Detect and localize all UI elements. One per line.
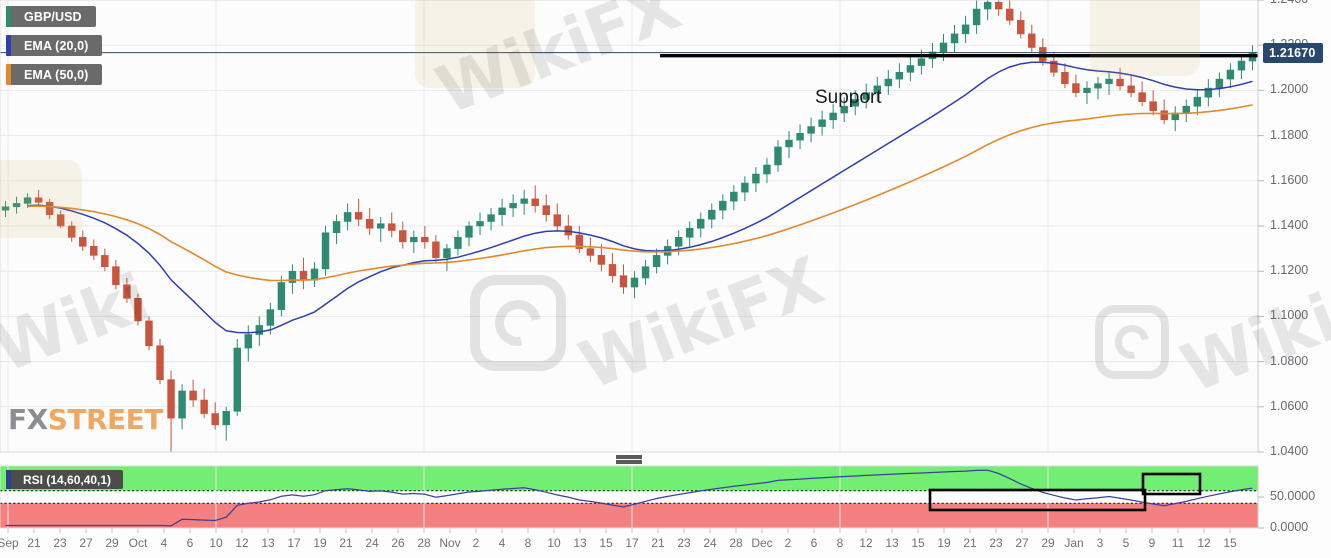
date-tick-label: 21 [339, 536, 353, 550]
date-tick-label: 29 [1041, 536, 1055, 550]
date-tick-label: 4 [498, 536, 506, 550]
price-tick-label: 1.2000 [1270, 82, 1309, 97]
price-tick-label: 1.0800 [1270, 353, 1309, 368]
rsi-color-swatch [6, 470, 11, 489]
price-tick-label: 1.0600 [1270, 398, 1309, 413]
legend-label-ema50: EMA (50,0) [24, 67, 89, 82]
date-tick-label: 23 [677, 536, 691, 550]
date-tick-label: 15 [599, 536, 613, 550]
date-tick-label: Oct [128, 536, 148, 550]
date-tick-label: 21 [651, 536, 665, 550]
date-tick-label: 17 [625, 536, 639, 550]
date-tick-label: 10 [547, 536, 561, 550]
rsi-overbought-band [0, 466, 1258, 491]
rsi-line [5, 469, 1253, 527]
ema20-color-swatch [6, 35, 11, 56]
price-tick-label: 1.0400 [1270, 444, 1309, 458]
date-tick-label: 29 [105, 536, 119, 550]
date-tick-label: 19 [313, 536, 327, 550]
price-tick-label: 1.1600 [1270, 172, 1309, 187]
date-tick-label: 21 [963, 536, 977, 550]
rsi-box-right [1141, 472, 1202, 496]
date-tick-label: 19 [937, 536, 951, 550]
rsi-oversold-band [0, 503, 1258, 528]
price-tick-label: 1.1000 [1270, 308, 1309, 323]
date-tick-label: 21 [27, 536, 41, 550]
price-tick-label: 1.1200 [1270, 263, 1309, 278]
legend-label-symbol: GBP/USD [24, 9, 82, 24]
panel-resize-handle[interactable] [616, 455, 642, 464]
date-tick-label: 17 [287, 536, 301, 550]
date-tick-label: 24 [365, 536, 379, 550]
date-axis-ticks [7, 528, 1231, 533]
date-tick-label: 2 [784, 536, 792, 550]
current-price-tag: 1.21670 [1263, 42, 1323, 63]
date-tick-label: 8 [836, 536, 844, 550]
date-tick-label: 26 [391, 536, 405, 550]
fxstreet-street: STREET [47, 403, 164, 436]
date-tick-label: Jan [1064, 536, 1084, 550]
date-tick-label: 23 [989, 536, 1003, 550]
date-tick-label: 12 [235, 536, 249, 550]
rsi-tick-label: 50.0000 [1270, 489, 1316, 503]
date-tick-label: 28 [417, 536, 431, 550]
legend-item-ema20[interactable]: EMA (20,0) [6, 35, 103, 56]
chart-legend: GBP/USD EMA (20,0) EMA (50,0) [6, 6, 103, 93]
legend-item-rsi[interactable]: RSI (14,60,40,1) [6, 470, 124, 489]
ema50-color-swatch [6, 64, 11, 85]
date-tick-label: 27 [79, 536, 93, 550]
legend-item-ema50[interactable]: EMA (50,0) [6, 64, 103, 85]
legend-label-ema20: EMA (20,0) [24, 38, 89, 53]
fxstreet-fx: FX [8, 403, 48, 436]
date-tick-label: 11 [1171, 536, 1185, 550]
date-tick-label: 24 [703, 536, 717, 550]
candlestick-series [1, 0, 1257, 452]
date-tick-label: 13 [885, 536, 899, 550]
price-tick-label: 1.1400 [1270, 218, 1309, 232]
date-tick-label: Dec [751, 536, 773, 550]
rsi-box-left [928, 488, 1147, 512]
date-tick-label: 27 [1015, 536, 1029, 550]
price-tick-label: 1.1800 [1270, 127, 1309, 142]
date-tick-label: 13 [573, 536, 587, 550]
ema20-line [27, 61, 1253, 334]
date-tick-label: 8 [524, 536, 532, 550]
fxstreet-logo: FXSTREET [8, 403, 163, 436]
date-tick-label: 12 [859, 536, 873, 550]
price-axis-ticks [1258, 0, 1264, 453]
date-tick-label: 6 [186, 536, 194, 550]
rsi-axis-ticks [1258, 496, 1264, 529]
date-tick-label: 12 [1197, 536, 1211, 550]
date-tick-label: 23 [53, 536, 67, 550]
date-tick-label: 28 [729, 536, 743, 550]
date-tick-label: 6 [810, 536, 818, 550]
ema50-line [27, 104, 1253, 282]
support-annotation-label: Support [815, 87, 882, 108]
date-tick-label: 3 [1096, 536, 1104, 550]
symbol-color-swatch [6, 6, 11, 27]
date-tick-label: Sep [0, 536, 19, 550]
date-tick-label: 10 [209, 536, 223, 550]
date-tick-label: 9 [1148, 536, 1156, 550]
rsi-tick-label: 0.0000 [1270, 520, 1309, 534]
date-tick-label: 2 [472, 536, 480, 550]
date-tick-label: 13 [261, 536, 275, 550]
legend-label-rsi: RSI (14,60,40,1) [23, 472, 112, 487]
date-tick-label: 15 [911, 536, 925, 550]
date-tick-label: 4 [160, 536, 168, 550]
date-tick-label: 15 [1223, 536, 1237, 550]
price-tick-label: 1.2400 [1270, 0, 1308, 6]
date-tick-label: Nov [439, 536, 461, 550]
date-tick-label: 5 [1122, 536, 1130, 550]
legend-item-symbol[interactable]: GBP/USD [6, 6, 96, 27]
